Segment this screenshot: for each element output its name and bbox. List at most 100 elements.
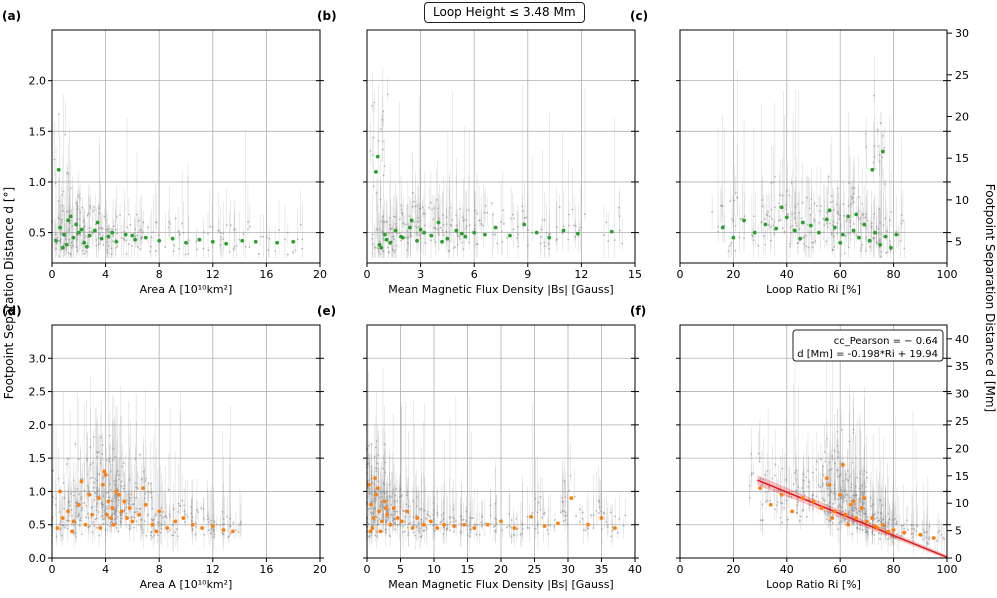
data-point (98, 526, 103, 530)
background-point (839, 224, 842, 227)
data-point (66, 218, 70, 223)
background-point (242, 233, 245, 236)
background-point (382, 250, 385, 253)
background-point (865, 237, 868, 240)
background-point (844, 473, 847, 476)
background-point (229, 517, 232, 520)
background-point (166, 530, 169, 533)
background-point (212, 528, 215, 531)
background-point (237, 531, 240, 534)
background-point (240, 520, 242, 523)
background-point (58, 511, 61, 513)
background-point (379, 220, 382, 223)
data-point (375, 486, 380, 490)
background-point (89, 446, 92, 449)
background-point (94, 518, 97, 521)
background-point (500, 230, 503, 232)
background-point (879, 122, 882, 124)
background-point (841, 466, 844, 469)
background-point (848, 520, 851, 523)
background-point (210, 527, 213, 530)
right-y-tick-label: 5 (955, 525, 962, 538)
background-point (145, 477, 148, 480)
background-point (386, 246, 389, 249)
background-point (123, 510, 126, 513)
background-point (568, 490, 570, 492)
data-point (184, 240, 188, 245)
background-point (122, 487, 125, 490)
background-point (86, 492, 89, 495)
background-point (406, 230, 409, 232)
background-point (839, 505, 842, 508)
background-point (165, 517, 168, 519)
background-point (183, 504, 186, 507)
background-point (393, 513, 395, 516)
background-point (824, 513, 827, 515)
background-point (396, 510, 398, 513)
background-point (181, 499, 184, 502)
background-point (436, 207, 439, 210)
background-point (119, 214, 121, 217)
data-point (873, 524, 877, 528)
background-point (187, 239, 190, 242)
background-point (872, 519, 875, 522)
background-point (786, 189, 789, 192)
background-point (125, 512, 128, 515)
background-point (912, 532, 915, 535)
x-tick-label: 15 (628, 268, 642, 281)
figure-title: Loop Height ≤ 3.48 Mm (424, 2, 585, 23)
data-point (409, 218, 414, 223)
panel-label: (a) (2, 9, 21, 23)
background-point (736, 196, 738, 199)
background-point (879, 538, 881, 540)
background-point (381, 148, 384, 151)
background-point (808, 207, 811, 210)
data-point (200, 526, 204, 530)
background-point (847, 232, 850, 234)
background-point (413, 524, 416, 527)
data-point (824, 217, 829, 222)
background-point (137, 487, 139, 490)
background-point (738, 236, 741, 239)
background-point (114, 246, 117, 249)
background-point (750, 472, 753, 475)
data-point (125, 516, 129, 520)
background-point (878, 154, 881, 156)
background-point (777, 489, 780, 492)
data-point (811, 499, 816, 504)
background-point (223, 523, 226, 526)
background-point (458, 238, 461, 240)
background-point (227, 536, 230, 539)
background-point (91, 531, 94, 534)
data-point (210, 239, 215, 244)
background-point (80, 498, 82, 500)
fit-line (757, 479, 948, 558)
background-point (386, 93, 389, 96)
background-point (149, 482, 152, 485)
background-point (136, 510, 139, 513)
background-point (460, 524, 463, 527)
background-point (451, 218, 454, 221)
data-point (221, 528, 226, 532)
background-point (865, 471, 868, 474)
x-tick-label: 16 (259, 563, 273, 576)
background-point (380, 495, 383, 498)
background-point (438, 233, 440, 236)
background-point (861, 243, 863, 246)
data-point (472, 526, 477, 530)
background-point (395, 226, 398, 229)
background-point (164, 246, 167, 249)
background-point (57, 239, 60, 242)
data-point (763, 222, 768, 227)
background-point (107, 245, 110, 248)
background-point (150, 518, 153, 521)
data-point (123, 232, 128, 237)
background-point (905, 519, 908, 522)
background-point (398, 218, 401, 221)
background-point (541, 516, 544, 519)
background-point (436, 511, 439, 514)
background-point (828, 493, 830, 496)
data-point (854, 212, 859, 217)
background-point (89, 207, 92, 209)
background-point (892, 523, 894, 525)
